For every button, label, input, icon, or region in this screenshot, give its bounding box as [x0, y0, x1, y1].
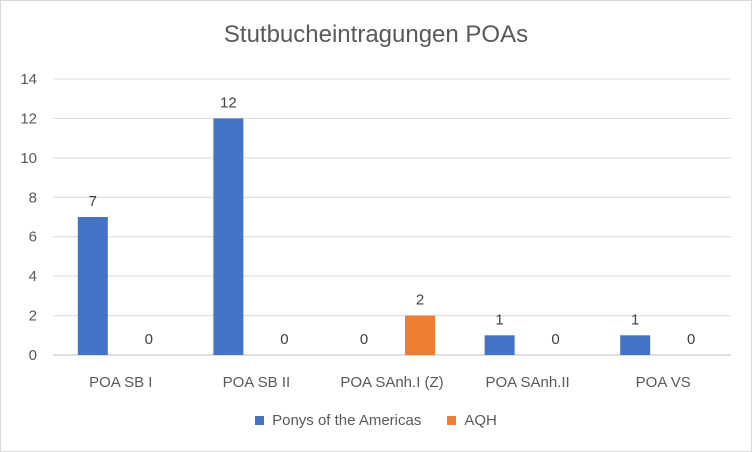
- chart-title: Stutbucheintragungen POAs: [223, 21, 529, 48]
- y-tick-label: 8: [29, 189, 37, 206]
- bar: [484, 335, 515, 355]
- bar: [405, 315, 435, 355]
- data-label: 0: [280, 331, 288, 348]
- y-tick-label: 0: [29, 347, 37, 364]
- data-label: 12: [220, 94, 237, 111]
- legend-item-series-2: AQH: [447, 412, 497, 429]
- y-tick-label: 2: [29, 308, 37, 325]
- x-tick-label: POA SB I: [89, 374, 152, 391]
- data-label: 0: [551, 331, 559, 348]
- data-label: 0: [145, 331, 153, 348]
- legend-label: AQH: [464, 412, 497, 429]
- data-label: 0: [687, 331, 695, 348]
- y-tick-label: 14: [20, 71, 37, 88]
- y-tick-label: 4: [29, 268, 37, 285]
- bar: [213, 118, 244, 355]
- data-label: 7: [89, 193, 97, 210]
- data-label: 0: [360, 331, 368, 348]
- x-tick-label: POA SAnh.II: [485, 374, 569, 391]
- x-tick-label: POA SAnh.I (Z): [340, 374, 443, 391]
- legend-swatch: [447, 416, 457, 425]
- y-tick-label: 12: [20, 110, 37, 127]
- y-tick-label: 6: [29, 229, 37, 246]
- data-label: 2: [416, 292, 424, 309]
- bar: [77, 217, 108, 355]
- x-tick-label: POA VS: [636, 374, 691, 391]
- chart-legend: Ponys of the Americas AQH: [1, 412, 751, 429]
- x-tick-label: POA SB II: [223, 374, 291, 391]
- bar: [620, 335, 651, 355]
- data-label: 1: [495, 311, 503, 328]
- legend-item-series-1: Ponys of the Americas: [255, 412, 421, 429]
- y-tick-label: 10: [20, 150, 37, 167]
- legend-label: Ponys of the Americas: [272, 412, 422, 429]
- data-label: 1: [631, 311, 639, 328]
- legend-swatch: [255, 416, 265, 425]
